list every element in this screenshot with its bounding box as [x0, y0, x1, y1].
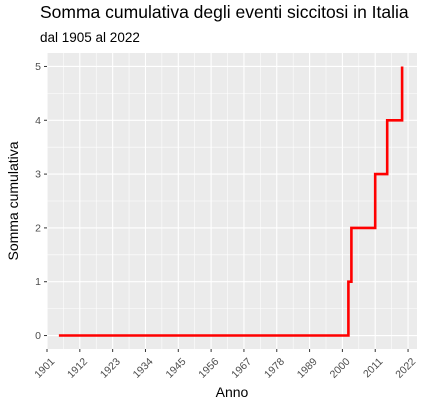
x-tick-label: 1956 [196, 356, 221, 381]
y-tick-label: 5 [35, 61, 41, 73]
y-axis-label: Somma cumulativa [5, 141, 21, 260]
x-tick-label: 1945 [164, 356, 189, 381]
x-tick-label: 1967 [229, 356, 254, 381]
chart-title: Somma cumulativa degli eventi siccitosi … [40, 2, 409, 22]
y-tick-label: 2 [35, 222, 41, 234]
x-tick-label: 1923 [98, 356, 123, 381]
cumulative-sum-line [58, 66, 404, 337]
x-axis: 1901 1912 1923 1934 1945 1956 1967 1978 1989 2000… [32, 349, 418, 381]
x-tick-label: 1978 [262, 356, 287, 381]
x-tick-label: 2011 [361, 356, 386, 381]
x-tick-label: 1912 [65, 356, 90, 381]
y-tick-label: 4 [35, 115, 41, 127]
y-axis: 0 1 2 3 4 5 [35, 61, 47, 342]
y-tick-label: 1 [35, 276, 41, 288]
x-tick-label: 1901 [32, 356, 57, 381]
x-tick-label: 2000 [328, 356, 353, 381]
y-tick-label: 3 [35, 169, 41, 181]
x-tick-label: 1934 [131, 356, 156, 381]
chart-subtitle: dal 1905 al 2022 [40, 30, 140, 45]
x-tick-label: 1989 [295, 356, 320, 381]
y-tick-label: 0 [35, 330, 41, 342]
x-tick-label: 2022 [393, 356, 418, 381]
x-axis-label: Anno [216, 384, 249, 400]
minor-gridlines [47, 53, 417, 349]
